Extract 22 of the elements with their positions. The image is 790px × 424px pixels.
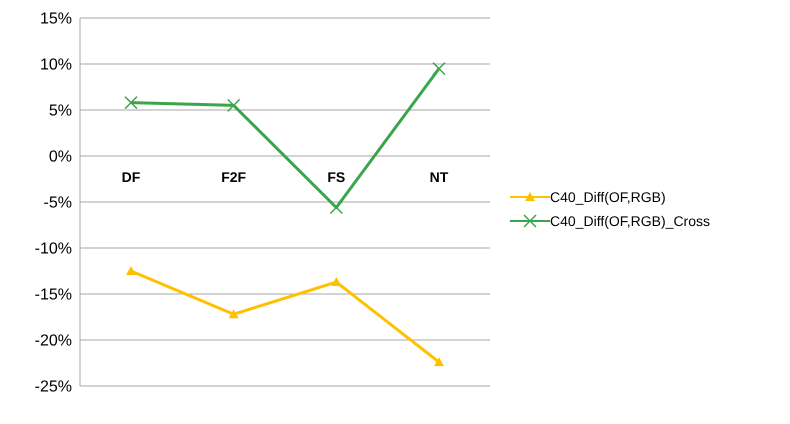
point <box>126 266 136 275</box>
y-tick-label: -20% <box>34 332 72 350</box>
point <box>331 277 342 286</box>
x-tick-label: F2F <box>221 168 247 185</box>
legend-label: C40_Diff(OF,RGB) <box>550 189 666 205</box>
point <box>124 96 138 110</box>
y-tick-label: -25% <box>34 378 72 396</box>
x-tick-label: FS <box>327 168 346 185</box>
point <box>228 309 239 318</box>
y-tick-label: -15% <box>34 286 72 304</box>
y-tick-label: 0% <box>48 148 72 166</box>
point <box>432 62 446 76</box>
x-tick-label: NT <box>430 168 449 185</box>
y-tick-label: 5% <box>48 102 72 120</box>
y-tick-label: 15% <box>40 10 72 28</box>
legend-label: C40_Diff(OF,RGB)_Cross <box>550 213 710 229</box>
y-tick-label: -10% <box>34 240 72 258</box>
y-tick-label: -5% <box>44 194 72 212</box>
point <box>226 98 240 112</box>
x-tick-label: DF <box>122 168 141 185</box>
y-tick-label: 10% <box>40 56 72 74</box>
point <box>434 357 444 366</box>
